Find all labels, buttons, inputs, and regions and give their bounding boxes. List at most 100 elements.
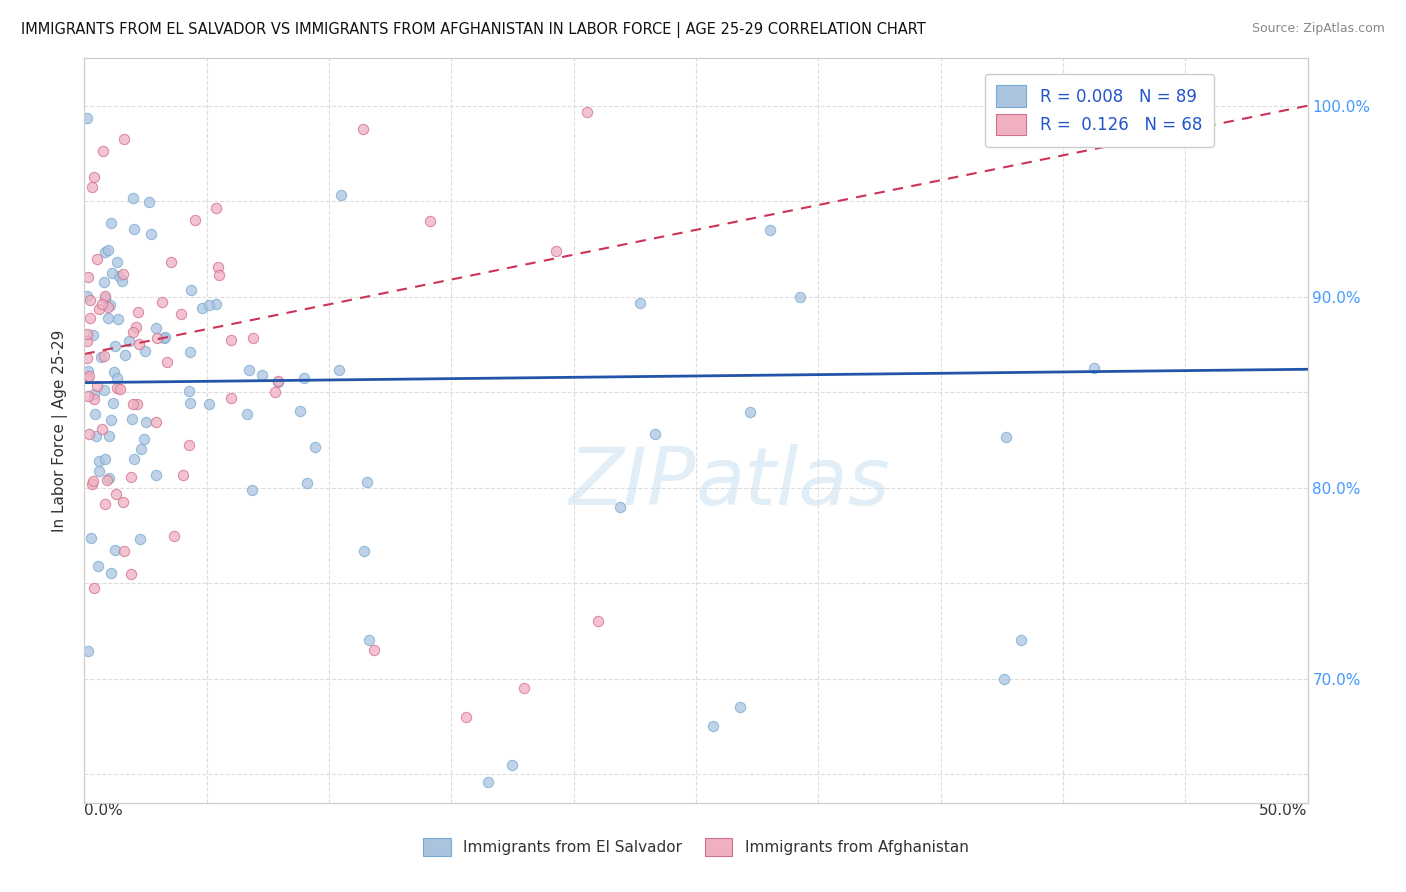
Text: 0.0%: 0.0% [84,803,124,818]
Point [91,144,114,158]
Point [575,105,598,120]
Point [105,255,128,269]
Point [238,363,260,377]
Point [120,567,142,582]
Point [76,351,98,365]
Point [83,387,105,401]
Point [107,311,129,326]
Point [359,632,381,647]
Point [103,366,125,380]
Point [356,475,378,490]
Point [644,427,666,442]
Point [586,615,609,629]
Point [191,301,214,316]
Point [242,331,264,345]
Point [267,375,290,389]
Point [353,544,375,558]
Point [738,405,761,419]
Point [304,440,326,454]
Point [146,331,169,345]
Point [89,454,111,468]
Point [155,330,177,344]
Point [105,371,128,385]
Point [100,566,122,581]
Point [122,191,145,205]
Point [76,334,98,349]
Point [84,429,107,443]
Point [179,396,201,410]
Point [112,494,135,508]
Point [150,295,173,310]
Point [263,384,285,399]
Point [208,268,231,282]
Text: ZIP: ZIP [568,443,696,522]
Point [79,369,101,384]
Point [83,392,105,407]
Point [105,381,128,395]
Point [179,345,201,359]
Point [86,252,108,266]
Point [79,293,101,307]
Point [76,111,98,125]
Point [82,477,104,491]
Point [546,244,568,259]
Point [87,464,110,478]
Point [128,336,150,351]
Point [419,214,441,228]
Point [76,644,98,658]
Point [205,201,228,215]
Point [198,298,221,312]
Point [290,403,312,417]
Point [789,290,811,304]
Point [702,719,724,733]
Point [121,412,143,426]
Point [121,325,143,339]
Point [94,451,117,466]
Point [104,487,127,501]
Point [76,326,98,341]
Point [454,710,477,724]
Point [90,350,112,364]
Point [993,672,1015,686]
Text: Source: ZipAtlas.com: Source: ZipAtlas.com [1251,22,1385,36]
Point [477,775,499,789]
Point [112,543,135,558]
Point [76,389,98,403]
Text: IMMIGRANTS FROM EL SALVADOR VS IMMIGRANTS FROM AFGHANISTAN IN LABOR FORCE | AGE : IMMIGRANTS FROM EL SALVADOR VS IMMIGRANT… [21,22,925,38]
Point [125,320,148,334]
Point [1010,633,1032,648]
Point [100,412,122,426]
Point [98,298,121,312]
Point [156,355,179,369]
Point [79,531,101,545]
Point [86,379,108,393]
Point [163,529,186,543]
Point [125,397,148,411]
Point [132,432,155,446]
Point [124,451,146,466]
Point [995,430,1018,444]
Point [76,370,98,384]
Point [84,408,107,422]
Point [77,427,100,442]
Point [121,397,143,411]
Point [728,700,751,714]
Point [83,169,105,184]
Point [76,288,98,302]
Point [82,327,104,342]
Point [153,331,176,345]
Point [76,270,98,285]
Point [183,212,205,227]
Point [219,391,242,405]
Point [94,244,117,259]
Point [97,429,120,443]
Point [101,395,124,409]
Point [104,339,127,353]
Point [127,305,149,319]
Point [120,470,142,484]
Text: atlas: atlas [696,443,891,522]
Point [134,344,156,359]
Point [89,301,111,316]
Point [180,283,202,297]
Point [235,407,257,421]
